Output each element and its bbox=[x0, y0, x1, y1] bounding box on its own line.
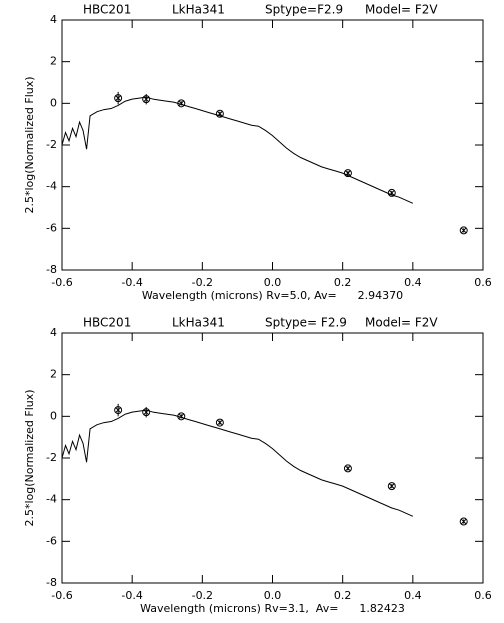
x-tick-label: -0.6 bbox=[51, 276, 72, 289]
point-marker bbox=[215, 418, 224, 427]
title-part: HBC201 bbox=[83, 3, 131, 17]
x-axis-label: Wavelength (microns) Rv=5.0, Av= 2.94370 bbox=[142, 289, 403, 302]
y-tick-label: 4 bbox=[50, 326, 57, 339]
x-axis-label: Wavelength (microns) Rv=3.1, Av= 1.82423 bbox=[140, 602, 405, 615]
y-tick-label: 2 bbox=[50, 368, 57, 381]
spectrum-line bbox=[61, 96, 414, 204]
y-tick-label: -6 bbox=[46, 221, 57, 234]
point-marker bbox=[387, 482, 396, 491]
x-tick-label: 0.0 bbox=[264, 589, 282, 602]
y-tick-label: -4 bbox=[46, 180, 57, 193]
x-tick-label: 0.4 bbox=[404, 589, 422, 602]
title-part: HBC201 bbox=[83, 316, 131, 330]
point-marker bbox=[177, 99, 186, 108]
y-tick-label: -8 bbox=[46, 263, 57, 276]
point-marker bbox=[343, 464, 352, 473]
y-tick-label: 0 bbox=[50, 409, 57, 422]
plot-frame bbox=[61, 332, 484, 584]
x-tick-label: 0.2 bbox=[334, 589, 352, 602]
y-tick-label: -2 bbox=[46, 138, 57, 151]
x-tick-label: 0.6 bbox=[474, 276, 492, 289]
point-marker bbox=[343, 169, 352, 178]
x-tick-label: -0.6 bbox=[51, 589, 72, 602]
point-marker bbox=[387, 188, 396, 197]
x-tick-label: -0.2 bbox=[192, 276, 213, 289]
y-tick-label: 4 bbox=[50, 13, 57, 26]
title-part: Model= F2V bbox=[365, 316, 438, 330]
x-tick-label: 0.2 bbox=[334, 276, 352, 289]
title-part: Sptype= F2.9 bbox=[265, 316, 347, 330]
point-marker bbox=[215, 109, 224, 118]
y-tick-label: 0 bbox=[50, 96, 57, 109]
plot-frame bbox=[61, 19, 484, 271]
panel: HBC201 LkHa341 Sptype=F2.9 Model= F2V -0.6 -0… bbox=[23, 3, 492, 303]
y-axis-label: 2.5*log(Normalized Flux) bbox=[23, 389, 36, 526]
y-tick-label: -4 bbox=[46, 493, 57, 506]
point-marker bbox=[459, 517, 468, 526]
point-marker bbox=[177, 412, 186, 421]
y-tick-label: 2 bbox=[50, 55, 57, 68]
panel: HBC201 LkHa341 Sptype= F2.9 Model= F2V-0.6-… bbox=[23, 316, 492, 616]
y-tick-label: -6 bbox=[46, 534, 57, 547]
title-part: Model= F2V bbox=[365, 3, 438, 17]
x-tick-label: 0.4 bbox=[404, 276, 422, 289]
spectrum-line bbox=[61, 409, 414, 517]
y-axis-label: 2.5*log(Normalized Flux) bbox=[23, 76, 36, 213]
x-tick-label: -0.4 bbox=[121, 276, 142, 289]
x-tick-label: 0.6 bbox=[474, 589, 492, 602]
title-part: Sptype=F2.9 bbox=[265, 3, 343, 17]
y-tick-label: -8 bbox=[46, 576, 57, 589]
title-part: LkHa341 bbox=[172, 3, 225, 17]
x-tick-label: 0.0 bbox=[264, 276, 282, 289]
point-marker bbox=[459, 226, 468, 235]
x-tick-label: -0.2 bbox=[192, 589, 213, 602]
title-part: LkHa341 bbox=[172, 316, 225, 330]
y-tick-label: -2 bbox=[46, 451, 57, 464]
x-tick-label: -0.4 bbox=[121, 589, 142, 602]
